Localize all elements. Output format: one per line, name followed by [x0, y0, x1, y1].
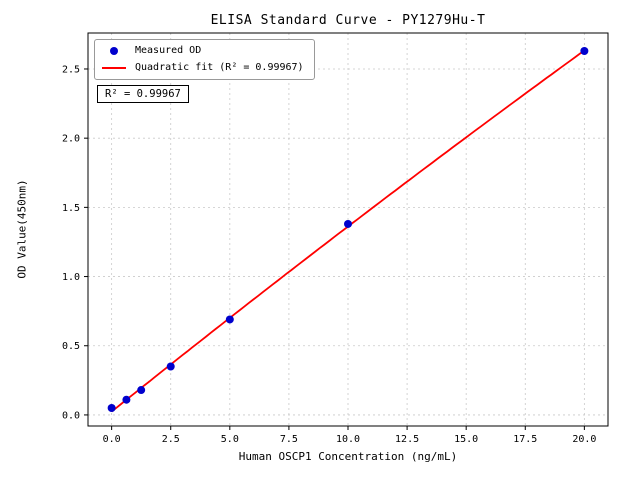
- r-squared-annotation: R² = 0.99967: [97, 85, 189, 103]
- data-point: [344, 219, 352, 228]
- data-point: [166, 362, 175, 371]
- x-tick-label: 17.5: [513, 434, 537, 445]
- chart-title: ELISA Standard Curve - PY1279Hu-T: [210, 13, 486, 28]
- y-tick-label: 2.0: [62, 134, 80, 145]
- legend-entry-measured-od: Measured OD: [101, 44, 304, 58]
- data-point: [122, 395, 131, 404]
- y-tick-label: 2.5: [62, 64, 80, 75]
- line-marker-icon: [102, 67, 126, 69]
- x-axis-label: Human OSCP1 Concentration (ng/mL): [238, 450, 458, 463]
- y-tick-label: 0.5: [62, 341, 80, 352]
- legend-marker-box: [101, 67, 127, 69]
- legend-entry-quadratic-fit: Quadratic fit (R² = 0.99967): [101, 61, 304, 75]
- y-tick-label: 1.5: [62, 203, 80, 214]
- data-point: [137, 386, 146, 395]
- x-tick-label: 15.0: [454, 434, 478, 445]
- y-tick-label: 1.0: [62, 272, 80, 283]
- scatter-marker-icon: [110, 47, 118, 55]
- legend: Measured OD Quadratic fit (R² = 0.99967): [94, 39, 315, 80]
- data-point: [225, 315, 234, 324]
- data-point: [580, 46, 589, 55]
- x-tick-label: 20.0: [572, 434, 596, 445]
- x-tick-label: 0.0: [103, 434, 121, 445]
- data-point: [107, 404, 116, 413]
- x-tick-label: 5.0: [221, 434, 239, 445]
- x-tick-label: 10.0: [336, 434, 360, 445]
- y-tick-label: 0.0: [62, 410, 80, 421]
- legend-marker-box: [101, 47, 127, 55]
- x-tick-label: 2.5: [162, 434, 180, 445]
- legend-label-measured-od: Measured OD: [135, 45, 202, 56]
- legend-label-quadratic-fit: Quadratic fit (R² = 0.99967): [135, 62, 304, 73]
- y-axis-label: OD Value(450nm): [15, 179, 29, 279]
- x-tick-label: 12.5: [395, 434, 419, 445]
- x-tick-label: 7.5: [280, 434, 298, 445]
